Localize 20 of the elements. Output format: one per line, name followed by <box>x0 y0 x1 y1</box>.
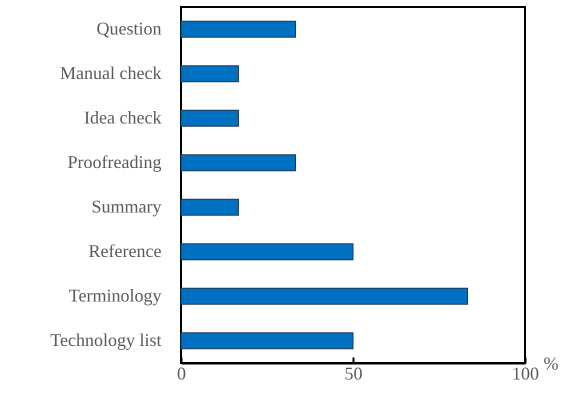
y-tick-label: Proofreading <box>68 152 162 172</box>
bar <box>180 154 296 172</box>
bar <box>180 288 468 305</box>
y-tick-label: Idea check <box>84 107 162 128</box>
bar <box>180 332 354 350</box>
x-tick-label: 0 <box>177 364 186 384</box>
bar <box>180 198 239 216</box>
x-tick-label: 50 <box>344 364 362 384</box>
x-axis-title: % <box>544 354 558 374</box>
y-tick-label: Summary <box>92 196 162 216</box>
y-tick-label: Manual check <box>60 62 162 83</box>
bar <box>180 20 296 38</box>
y-tick-label: Technology list <box>50 330 162 350</box>
bar <box>180 65 239 82</box>
y-tick-label: Terminology <box>68 285 162 306</box>
bar <box>180 243 354 260</box>
y-tick-label: Question <box>96 18 162 38</box>
bar <box>180 110 239 127</box>
x-tick-label: 100 <box>512 364 539 384</box>
y-tick-label: Reference <box>88 240 162 261</box>
